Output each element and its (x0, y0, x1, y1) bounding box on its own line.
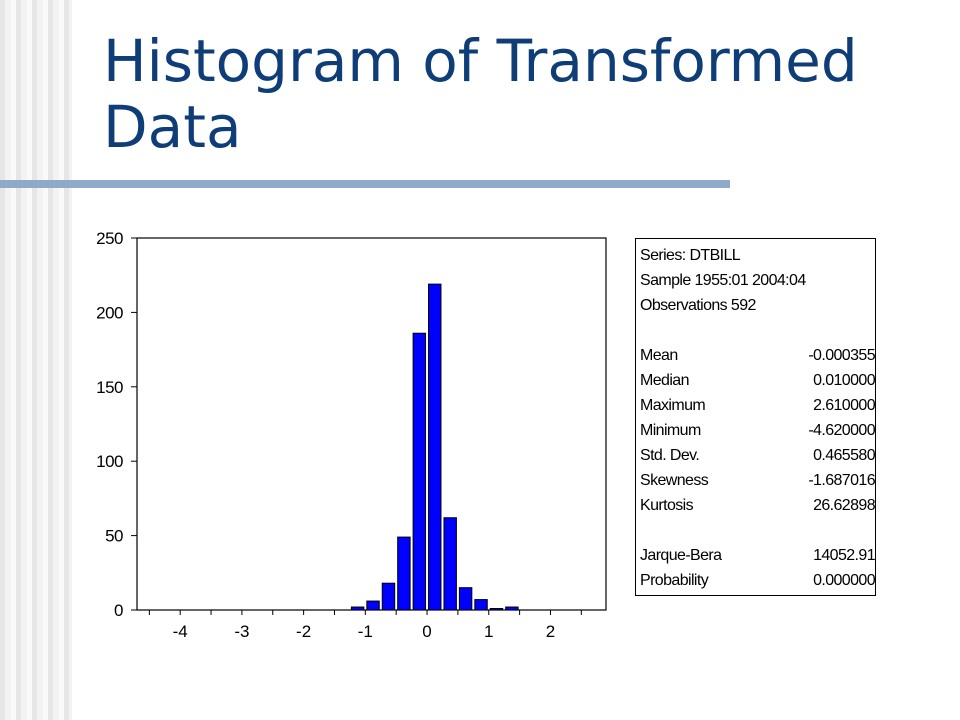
stats-row: Jarque-Bera 14052.91 (636, 543, 876, 568)
stats-label: Std. Dev. (640, 447, 700, 464)
stats-label: Jarque-Bera (640, 547, 722, 564)
stats-row: Kurtosis 26.62898 (636, 493, 876, 518)
x-tick-label: 2 (546, 622, 555, 641)
x-tick-label: 1 (484, 622, 493, 641)
histogram-bar (381, 582, 396, 611)
title-underline (0, 180, 730, 188)
stats-row: Std. Dev. 0.465580 (636, 443, 876, 468)
stats-value: -1.687016 (808, 472, 875, 489)
stats-value: 0.010000 (813, 372, 876, 389)
x-tick-label: -1 (358, 622, 373, 641)
stats-value: -0.000355 (808, 347, 875, 364)
y-tick-label: 200 (96, 303, 123, 322)
stats-observations: Observations 592 (640, 297, 756, 314)
histogram-bar (474, 599, 488, 611)
stats-label: Kurtosis (640, 497, 694, 514)
x-tick-label: -4 (173, 622, 188, 641)
stats-row: Probability 0.000000 (636, 568, 876, 593)
histogram-bar (489, 608, 504, 611)
histogram-bar (428, 283, 442, 611)
histogram-bar (366, 600, 380, 611)
stats-label: Minimum (640, 422, 701, 439)
histogram-bar (397, 536, 411, 611)
histogram-bar (505, 606, 519, 611)
stats-value: 0.465580 (813, 447, 876, 464)
stats-value: 14052.91 (813, 547, 876, 564)
statistics-panel: Series: DTBILL Sample 1955:01 2004:04 Ob… (635, 238, 876, 596)
histogram-bar (350, 606, 365, 611)
stats-label: Mean (640, 347, 678, 364)
histogram-bar (412, 332, 427, 611)
stats-row: Minimum -4.620000 (636, 418, 876, 443)
stats-row: Maximum 2.610000 (636, 393, 876, 418)
y-tick-label: 100 (96, 452, 123, 471)
y-tick-label: 150 (96, 378, 123, 397)
stats-row: Skewness -1.687016 (636, 468, 876, 493)
x-tick-label: 0 (422, 622, 431, 641)
stats-row: Mean -0.000355 (636, 343, 876, 368)
plot-frame (136, 237, 607, 611)
histogram-bar (458, 587, 473, 611)
y-tick-label: 0 (114, 601, 123, 620)
histogram-chart: 0 50 100 150 200 250 -4 -3 -2 -1 0 1 2 (96, 229, 607, 641)
stats-label: Probability (640, 572, 709, 589)
background-stripes (0, 0, 72, 720)
x-tick-label: -2 (296, 622, 311, 641)
stats-label: Skewness (640, 472, 709, 489)
stats-value: -4.620000 (808, 422, 875, 439)
stats-label: Median (640, 372, 689, 389)
x-tick-label: -3 (234, 622, 249, 641)
stats-row: Median 0.010000 (636, 368, 876, 393)
stats-value: 0.000000 (813, 572, 876, 589)
stats-label: Maximum (640, 397, 706, 414)
y-tick-label: 250 (96, 229, 123, 248)
stats-sample: Sample 1955:01 2004:04 (640, 272, 806, 289)
stats-value: 2.610000 (813, 397, 876, 414)
histogram-bar (443, 517, 457, 611)
stats-value: 26.62898 (813, 497, 876, 514)
stats-series: Series: DTBILL (640, 247, 741, 264)
y-tick-label: 50 (105, 527, 123, 546)
page-title: Histogram of Transformed Data (103, 27, 858, 161)
